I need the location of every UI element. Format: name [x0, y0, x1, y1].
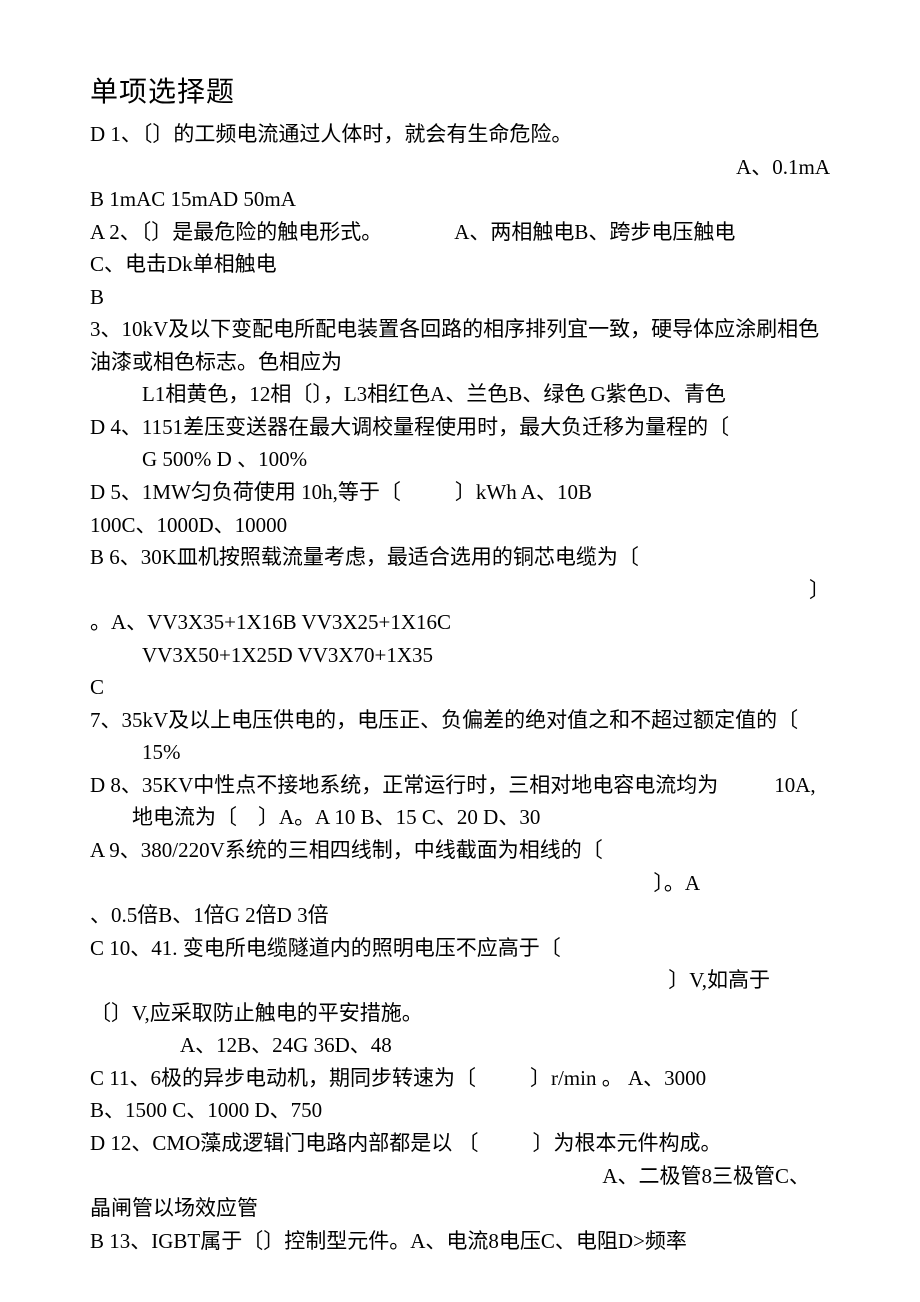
q11-line1a: C 11、6极的异步电动机，期同步转速为〔: [90, 1066, 476, 1090]
q11-line1: C 11、6极的异步电动机，期同步转速为〔 〕r/min 。 A、3000: [90, 1062, 830, 1095]
q8-line1a: D 8、35KV中性点不接地系统，正常运行时，三相对地电容电流均为: [90, 773, 718, 797]
q9-line3: 、0.5倍B、1倍G 2倍D 3倍: [90, 899, 830, 932]
q7-line1: C: [90, 671, 830, 704]
q9-line2: 〕。A: [90, 867, 830, 900]
q11-line2: B、1500 C、1000 D、750: [90, 1094, 830, 1127]
q10-line4: A、12B、24G 36D、48: [90, 1029, 830, 1062]
q2-line1b: A、两相触电B、跨步电压触电: [454, 220, 735, 244]
q10-line3: 〔〕V,应采取防止触电的平安措施。: [90, 997, 830, 1030]
q12-line1: D 12、CMO藻成逻辑门电路内部都是以 〔 〕为根本元件构成。: [90, 1127, 830, 1160]
q2-line2: C、电击Dk单相触电: [90, 248, 830, 281]
q3-line2: 3、10kV及以下变配电所配电装置各回路的相序排列宜一致，硬导体应涂刷相色油漆或…: [90, 313, 830, 378]
q8-line1b: 10A,: [774, 773, 815, 797]
q2-line1: A 2、〔〕是最危险的触电形式。 A、两相触电B、跨步电压触电: [90, 216, 830, 249]
q1-line2: A、0.1mA: [90, 151, 830, 184]
q7-line3: 15%: [90, 736, 830, 769]
q8-line2-text: 地电流为〔 〕A。A 10 B、15 C、20 D、30: [132, 805, 540, 829]
q5-line1: D 5、1MW匀负荷使用 10h,等于〔 〕kWh A、10B: [90, 476, 830, 509]
q5-line1b: 〕kWh A、10B: [455, 480, 592, 504]
q5-line2: 100C、1000D、10000: [90, 509, 830, 542]
q6-line1: B 6、30K皿机按照载流量考虑，最适合选用的铜芯电缆为〔: [90, 541, 830, 574]
q7-line2: 7、35kV及以上电压供电的，电压正、负偏差的绝对值之和不超过额定值的〔: [90, 704, 830, 737]
q1-line3: B 1mAC 15mAD 50mA: [90, 183, 830, 216]
q6-line4: VV3X50+1X25D VV3X70+1X35: [90, 639, 830, 672]
question-list: D 1、〔〕的工频电流通过人体时，就会有生命危险。 A、0.1mA B 1mAC…: [90, 118, 830, 1257]
q8-line2-italic: 地电流为〔 〕A。A 10 B、15 C、20 D、30: [132, 805, 540, 829]
q5-line1a: D 5、1MW匀负荷使用 10h,等于〔: [90, 480, 401, 504]
q6-line2: 〕: [90, 574, 830, 607]
q8-line2: 地电流为〔 〕A。A 10 B、15 C、20 D、30: [90, 801, 830, 834]
q4-line2: G 500% D 、100%: [90, 443, 830, 476]
q10-line2: 〕V,如高于: [90, 964, 830, 997]
q12-line3: 晶闸管以场效应管: [90, 1192, 830, 1225]
q3-line3: L1相黄色，12相〔〕，L3相红色A、兰色B、绿色 G紫色D、青色: [90, 378, 830, 411]
q4-line1: D 4、1151差压变送器在最大调校量程使用时，最大负迁移为量程的〔: [90, 411, 830, 444]
q3-line1: B: [90, 281, 830, 314]
q12-line1a: D 12、CMO藻成逻辑门电路内部都是以 〔: [90, 1131, 479, 1155]
q10-line1: C 10、41. 变电所电缆隧道内的照明电压不应高于〔: [90, 932, 830, 965]
q2-line1a: A 2、〔〕是最危险的触电形式。: [90, 220, 382, 244]
q6-line3: 。A、VV3X35+1X16B VV3X25+1X16C: [90, 606, 830, 639]
q12-line2: A、二极管8三极管C、: [90, 1160, 830, 1193]
q8-line1: D 8、35KV中性点不接地系统，正常运行时，三相对地电容电流均为 10A,: [90, 769, 830, 802]
q11-line1b: 〕r/min 。 A、3000: [530, 1066, 706, 1090]
q1-line1: D 1、〔〕的工频电流通过人体时，就会有生命危险。: [90, 118, 830, 151]
q12-line1b: 〕为根本元件构成。: [533, 1131, 722, 1155]
section-title: 单项选择题: [90, 70, 830, 110]
q9-line1: A 9、380/220V系统的三相四线制，中线截面为相线的〔: [90, 834, 830, 867]
q13-line1: B 13、IGBT属于〔〕控制型元件。A、电流8电压C、电阻D>频率: [90, 1225, 830, 1258]
